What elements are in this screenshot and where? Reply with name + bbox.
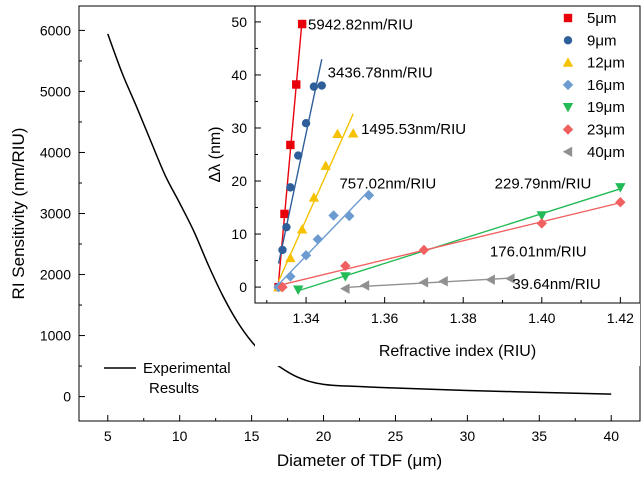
- inset-data-point: [318, 81, 326, 89]
- inset-x-tick-label: 1.42: [607, 310, 634, 326]
- main-x-tick-label: 5: [104, 428, 112, 444]
- main-y-tick-label: 5000: [40, 83, 71, 99]
- main-x-tick-label: 15: [244, 428, 260, 444]
- inset-data-point: [286, 183, 294, 191]
- inset-y-tick-label: 30: [231, 120, 247, 136]
- main-legend: Experimental Results: [104, 360, 231, 397]
- inset-legend-marker: [564, 14, 572, 22]
- main-legend-label-line2: Results: [149, 380, 199, 397]
- main-y-tick-label: 2000: [40, 267, 71, 283]
- inset-y-tick-label: 10: [231, 226, 247, 242]
- inset-y-axis-title: Δλ (nm): [207, 126, 224, 182]
- inset-slope-label: 229.79nm/RIU: [495, 176, 592, 193]
- main-x-tick-label: 10: [172, 428, 188, 444]
- inset-legend-label: 9μm: [587, 32, 616, 49]
- inset-data-point: [292, 80, 300, 88]
- main-y-tick-label: 1000: [40, 328, 71, 344]
- inset-x-tick-label: 1.38: [450, 310, 477, 326]
- inset-y-tick-label: 40: [231, 67, 247, 83]
- inset-x-tick-label: 1.40: [528, 310, 555, 326]
- main-y-tick-label: 6000: [40, 22, 71, 38]
- main-y-axis-title: RI Sensitivity (nm/RIU): [9, 128, 28, 300]
- inset-y-tick-label: 20: [231, 173, 247, 189]
- inset-slope-label: 1495.53nm/RIU: [361, 121, 466, 138]
- inset-x-tick-label: 1.36: [371, 310, 398, 326]
- main-y-tick-label: 3000: [40, 206, 71, 222]
- main-y-tick-label: 0: [63, 389, 71, 405]
- inset-data-point: [286, 141, 294, 149]
- main-x-tick-label: 25: [388, 428, 404, 444]
- inset-legend-label: 5μm: [587, 10, 616, 27]
- inset-x-tick-label: 1.34: [292, 310, 319, 326]
- inset-slope-label: 176.01nm/RIU: [490, 244, 587, 261]
- main-x-axis-title: Diameter of TDF (μm): [277, 451, 442, 470]
- main-y-tick-label: 4000: [40, 144, 71, 160]
- main-x-tick-label: 20: [316, 428, 332, 444]
- inset-legend-marker: [564, 36, 572, 44]
- inset-slope-label: 39.64nm/RIU: [512, 276, 600, 293]
- inset-data-point: [278, 246, 286, 254]
- inset-data-point: [310, 82, 318, 90]
- inset-legend-label: 23μm: [587, 122, 625, 139]
- inset-legend-label: 16μm: [587, 77, 625, 94]
- main-x-tick-label: 35: [532, 428, 548, 444]
- inset-data-point: [294, 151, 302, 159]
- main-x-tick-label: 30: [460, 428, 476, 444]
- inset-y-tick-label: 0: [239, 279, 247, 295]
- main-legend-label: Experimental: [143, 360, 231, 377]
- inset-legend-label: 19μm: [587, 99, 625, 116]
- inset-data-point: [282, 223, 290, 231]
- inset-slope-label: 757.02nm/RIU: [339, 176, 436, 193]
- inset-x-axis-title: Refractive index (RIU): [379, 343, 536, 360]
- inset-slope-label: 5942.82nm/RIU: [308, 17, 413, 34]
- inset-data-point: [298, 20, 306, 28]
- inset-y-tick-label: 50: [231, 14, 247, 30]
- main-x-tick-label: 40: [603, 428, 619, 444]
- inset-data-point: [302, 119, 310, 127]
- inset-legend-label: 12μm: [587, 55, 625, 72]
- main-y-axis: 0 1000 2000 3000 4000 5000 6000: [40, 22, 85, 404]
- inset-slope-label: 3436.78nm/RIU: [328, 64, 433, 81]
- inset-legend-label: 40μm: [587, 144, 625, 161]
- inset-data-point: [280, 210, 288, 218]
- main-x-axis: 5 10 15 20 25 30 35 40: [104, 415, 619, 444]
